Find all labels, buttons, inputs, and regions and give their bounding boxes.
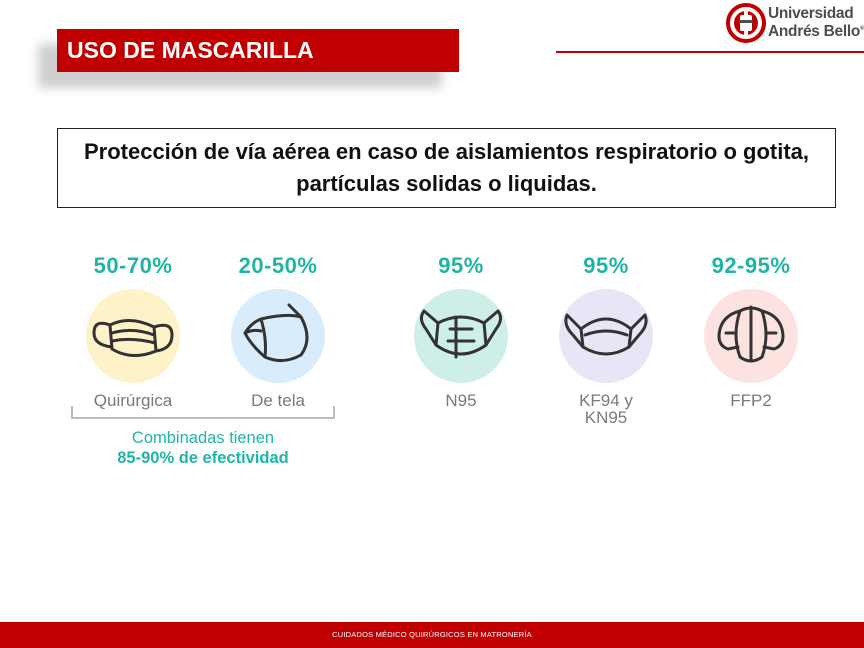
mask-label-surgical: Quirúrgica — [93, 391, 173, 410]
combined-text-line-1: Combinadas tienen — [131, 429, 275, 447]
registered-mark: ® — [860, 26, 864, 32]
n95-mask-icon — [419, 309, 503, 359]
mask-circle-surgical — [86, 289, 180, 383]
logo-line-1: Universidad — [768, 5, 854, 22]
university-logo-icon — [726, 3, 766, 43]
cloth-mask-icon — [243, 303, 309, 362]
mask-label-kf94: KF94 y KN95 — [579, 391, 633, 427]
header-divider — [556, 51, 864, 53]
kf94-mask-icon — [564, 313, 648, 356]
combined-bracket — [71, 406, 335, 419]
mask-efficacy-cloth: 20-50% — [238, 253, 318, 278]
combined-text-line-2: 85-90% de efectividad — [117, 449, 289, 467]
mask-label-ffp2: FFP2 — [730, 391, 772, 410]
mask-label-n95: N95 — [445, 391, 477, 410]
footer-bar: CUIDADOS MÉDICO QUIRÚRGICOS EN MATRONERÍ… — [0, 622, 864, 648]
page-title: USO DE MASCARILLA — [57, 29, 459, 72]
subtitle-text: Protección de vía aérea en caso de aisla… — [83, 139, 810, 196]
mask-efficacy-n95: 95% — [438, 253, 484, 278]
mask-efficacy-kf94: 95% — [583, 253, 629, 278]
logo-line-2: Andrés Bello — [768, 23, 861, 41]
mask-efficacy-surgical: 50-70% — [93, 253, 173, 278]
ffp2-mask-icon — [717, 305, 785, 363]
mask-label-cloth: De tela — [251, 391, 305, 410]
footer-text: CUIDADOS MÉDICO QUIRÚRGICOS EN MATRONERÍ… — [332, 630, 532, 639]
mask-efficacy-ffp2: 92-95% — [711, 253, 791, 278]
university-logo: Universidad Andrés Bello® — [726, 2, 864, 46]
subtitle-box: Protección de vía aérea en caso de aisla… — [57, 128, 836, 208]
surgical-mask-icon — [92, 319, 174, 357]
